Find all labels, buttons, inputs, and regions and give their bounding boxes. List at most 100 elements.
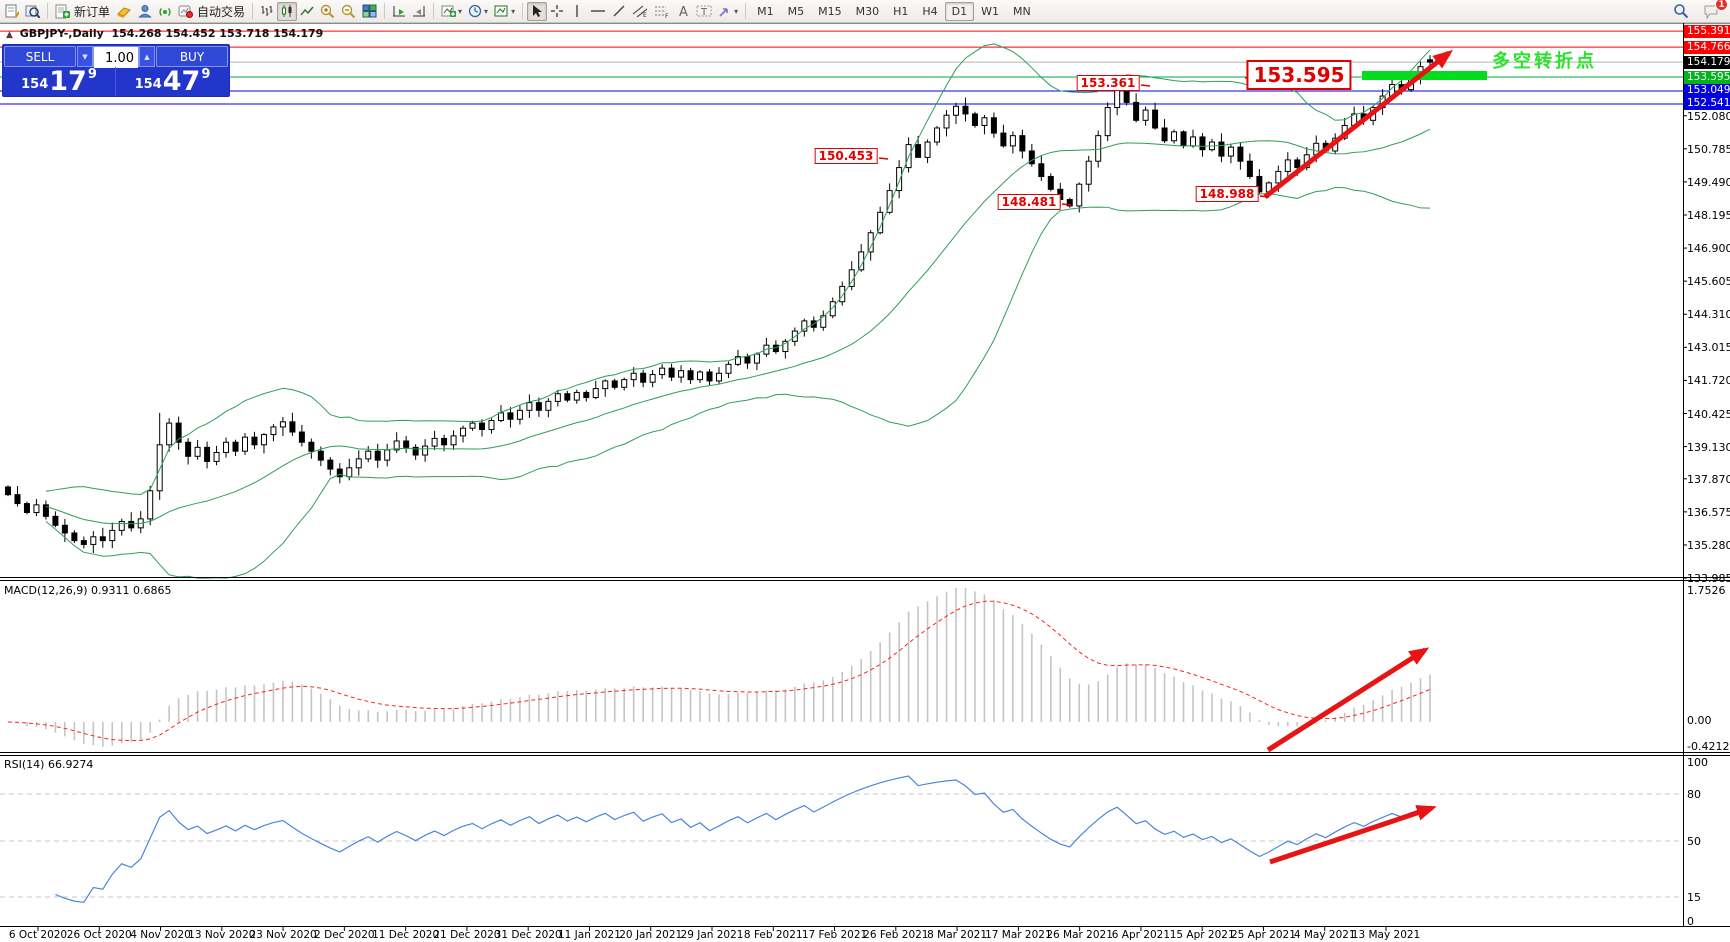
chart-title: ▲ GBPJPY-,Daily 154.268 154.452 153.718 … <box>6 27 323 40</box>
notifications-icon[interactable]: 1 <box>1700 0 1728 21</box>
date-label[interactable]: 4 Nov 2020 <box>130 929 191 941</box>
cursor-icon[interactable] <box>527 1 548 21</box>
price-tag: 154.766 <box>1684 40 1730 54</box>
date-label[interactable]: 11 Jan 2021 <box>557 929 621 941</box>
volume-decrease-button[interactable]: ▼ <box>77 46 93 67</box>
periods-icon[interactable]: ▾ <box>465 2 491 21</box>
price-tick: 135.280 <box>1687 538 1730 552</box>
tf-button-M15[interactable]: M15 <box>818 4 842 18</box>
annotation-label[interactable]: 153.361 <box>1076 75 1140 91</box>
bar-chart-icon[interactable] <box>257 2 277 21</box>
zoom-out-icon[interactable] <box>338 2 359 21</box>
chevron-down-icon: ▾ <box>458 6 463 16</box>
date-label[interactable]: 20 Jan 2021 <box>619 929 683 941</box>
text-icon[interactable]: A <box>673 2 693 21</box>
toolbar-right-cluster: 1 <box>1670 0 1728 21</box>
tf-button-M1[interactable]: M1 <box>757 4 774 18</box>
line-chart-icon[interactable] <box>297 2 317 21</box>
community-icon[interactable] <box>135 2 155 21</box>
tf-button-M30[interactable]: M30 <box>855 4 880 18</box>
svg-text:F: F <box>665 13 669 18</box>
price-tick: 149.490 <box>1687 175 1730 189</box>
date-label[interactable]: 29 Jan 2021 <box>680 929 744 941</box>
tf-button-W1[interactable]: W1 <box>981 4 999 18</box>
bollinger-upper <box>45 43 1431 496</box>
tile-windows-icon[interactable] <box>359 2 380 21</box>
tf-button-MN[interactable]: MN <box>1013 4 1031 18</box>
date-label[interactable]: 11 Dec 2020 <box>372 929 440 941</box>
templates-icon[interactable]: ▾ <box>491 2 518 21</box>
date-label[interactable]: 2 Dec 2020 <box>314 929 375 941</box>
date-label[interactable]: 31 Dec 2020 <box>494 929 562 941</box>
volume-increase-button[interactable]: ▲ <box>139 46 155 67</box>
sell-button[interactable]: SELL <box>4 46 76 67</box>
collapse-arrow-icon[interactable]: ▲ <box>6 30 13 40</box>
date-label[interactable]: 17 Mar 2021 <box>985 929 1052 941</box>
autotrading-label: 自动交易 <box>197 4 246 19</box>
date-label[interactable]: 8 Mar 2021 <box>927 929 988 941</box>
metaeditor-icon[interactable] <box>113 2 135 21</box>
turning-point-note[interactable]: 多空转折点 <box>1492 51 1597 72</box>
tf-button-H1[interactable]: H1 <box>893 4 909 18</box>
trendline-icon[interactable] <box>609 2 629 21</box>
data-window-icon[interactable] <box>22 2 43 21</box>
tf-button-H4[interactable]: H4 <box>922 4 938 18</box>
sell-price-pip: 9 <box>87 67 97 82</box>
date-label[interactable]: 26 Oct 2020 <box>66 929 132 941</box>
horizontal-line-icon[interactable] <box>587 2 609 21</box>
date-label[interactable]: 25 Apr 2021 <box>1230 929 1296 941</box>
annotation-label[interactable]: 148.481 <box>997 194 1061 210</box>
date-label[interactable]: 15 Apr 2021 <box>1169 929 1235 941</box>
date-label[interactable]: 6 Apr 2021 <box>1111 929 1171 941</box>
search-icon[interactable] <box>1670 2 1692 21</box>
symbol-label: GBPJPY-,Daily <box>19 27 104 40</box>
date-label[interactable]: 8 Feb 2021 <box>743 929 803 941</box>
sell-price[interactable]: 154 17 9 <box>3 67 116 96</box>
date-label[interactable]: 26 Feb 2021 <box>863 929 929 941</box>
annotation-connector <box>878 157 889 160</box>
price-tag: 154.179 <box>1684 55 1730 69</box>
autotrading-button[interactable]: 自动交易 <box>175 2 248 21</box>
signals-icon[interactable] <box>155 2 175 21</box>
buy-button[interactable]: BUY <box>156 46 228 67</box>
text-label-icon[interactable]: T <box>693 2 715 21</box>
crosshair-icon[interactable] <box>547 2 567 21</box>
date-label[interactable]: 23 Nov 2020 <box>249 929 317 941</box>
editor-icon[interactable] <box>2 2 22 21</box>
annotation-label[interactable]: 150.453 <box>814 148 878 164</box>
tf-button-D1[interactable]: D1 <box>944 1 975 21</box>
date-label[interactable]: 17 Feb 2021 <box>801 929 868 941</box>
price-tag: 152.541 <box>1684 97 1730 111</box>
annotation-label[interactable]: 148.988 <box>1195 186 1259 202</box>
annotation-label[interactable]: 153.595 <box>1246 60 1352 90</box>
date-label[interactable]: 26 Mar 2021 <box>1046 929 1113 941</box>
date-label[interactable]: 21 Dec 2020 <box>433 929 501 941</box>
macd-axis-label: 0.00 <box>1687 714 1712 727</box>
fibonacci-icon[interactable]: F <box>651 2 673 21</box>
new-indicator-icon[interactable]: ▾ <box>438 2 465 21</box>
buy-price[interactable]: 154 47 9 <box>116 67 229 96</box>
date-label[interactable]: 13 Nov 2020 <box>188 929 256 941</box>
candle-chart-icon[interactable] <box>277 1 298 21</box>
chart-shift-icon[interactable] <box>409 2 429 21</box>
equidistant-channel-icon[interactable]: E <box>629 2 651 21</box>
date-label[interactable]: 13 May 2021 <box>1351 929 1421 941</box>
one-click-top-row: SELL ▼ ▲ BUY <box>3 45 229 68</box>
vertical-line-icon[interactable] <box>567 2 587 21</box>
zoom-in-icon[interactable] <box>317 2 338 21</box>
rsi-line <box>55 775 1431 903</box>
new-order-label: 新订单 <box>74 4 111 19</box>
volume-input[interactable] <box>94 49 138 68</box>
arrows-tool-icon[interactable]: ▾ <box>715 2 741 21</box>
svg-text:T: T <box>700 7 708 18</box>
main-toolbar: 新订单 自动交易 <box>0 0 1730 23</box>
date-label[interactable]: 6 Oct 2020 <box>8 929 68 941</box>
toolbar-separator <box>522 3 524 19</box>
buy-price-big: 47 <box>162 66 201 97</box>
date-label[interactable]: 4 May 2021 <box>1293 929 1356 941</box>
new-order-button[interactable]: 新订单 <box>52 2 113 21</box>
auto-scroll-icon[interactable] <box>389 2 409 21</box>
tf-button-M5[interactable]: M5 <box>787 4 805 18</box>
